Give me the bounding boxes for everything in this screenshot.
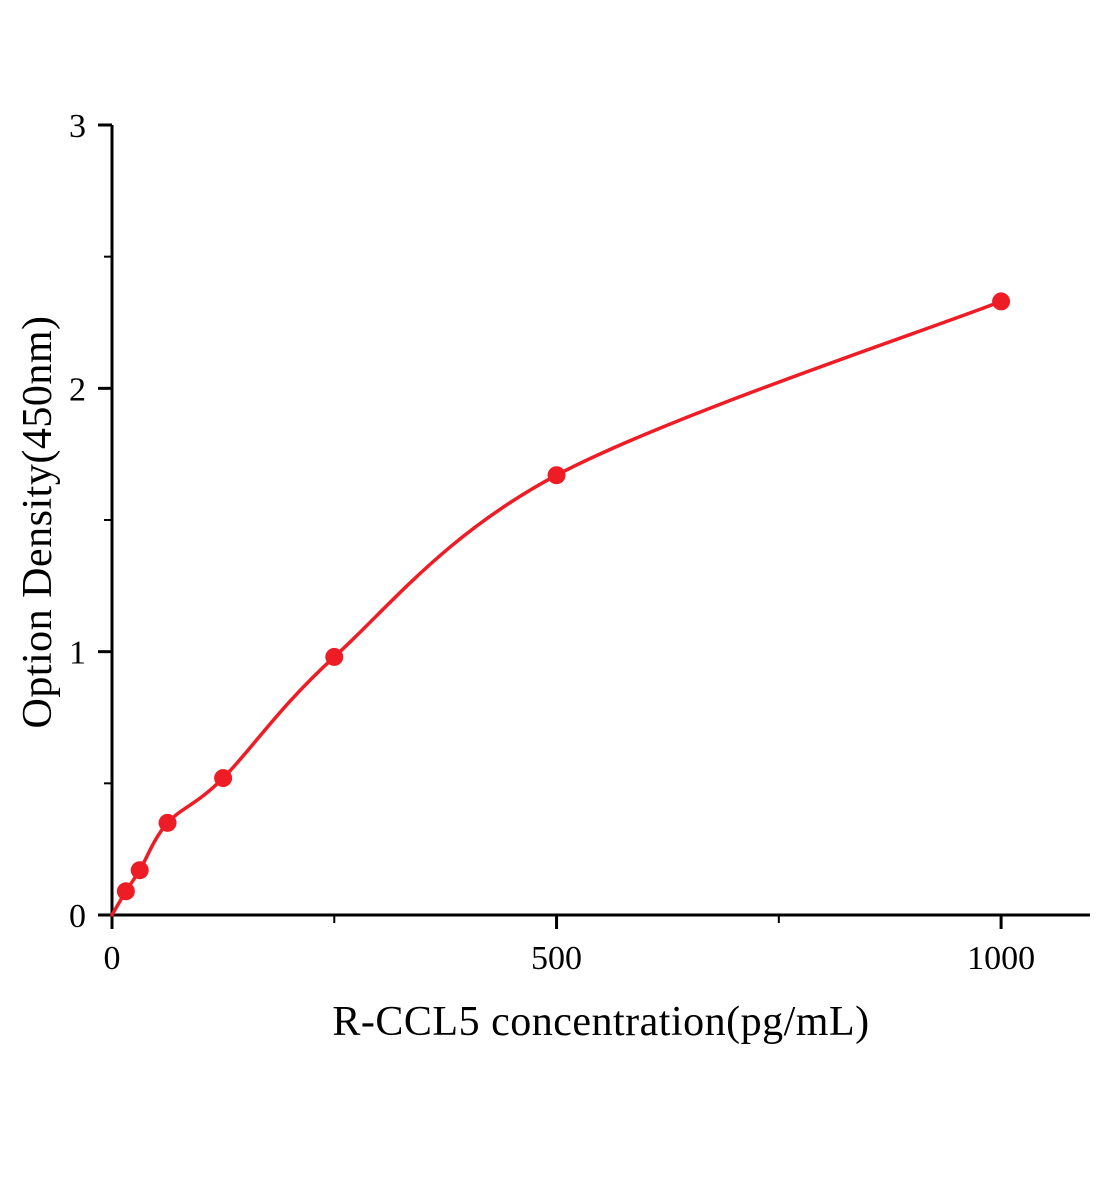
x-axis-label: R-CCL5 concentration(pg/mL) bbox=[332, 999, 870, 1045]
data-point bbox=[547, 466, 566, 485]
x-tick-label: 0 bbox=[104, 940, 121, 977]
fit-curve bbox=[110, 299, 1003, 917]
x-tick-label: 500 bbox=[531, 940, 582, 977]
y-axis-label: Option Density(450nm) bbox=[15, 315, 61, 729]
y-tick-label: 1 bbox=[69, 635, 86, 672]
data-point bbox=[116, 882, 135, 901]
data-point bbox=[130, 861, 149, 880]
data-point bbox=[158, 813, 177, 832]
y-tick-label: 3 bbox=[69, 108, 86, 145]
data-point bbox=[325, 647, 344, 666]
x-tick-label: 1000 bbox=[967, 940, 1035, 977]
data-point bbox=[214, 769, 233, 788]
data-point bbox=[992, 292, 1011, 311]
y-tick-label: 2 bbox=[69, 371, 86, 408]
y-tick-label: 0 bbox=[69, 898, 86, 935]
